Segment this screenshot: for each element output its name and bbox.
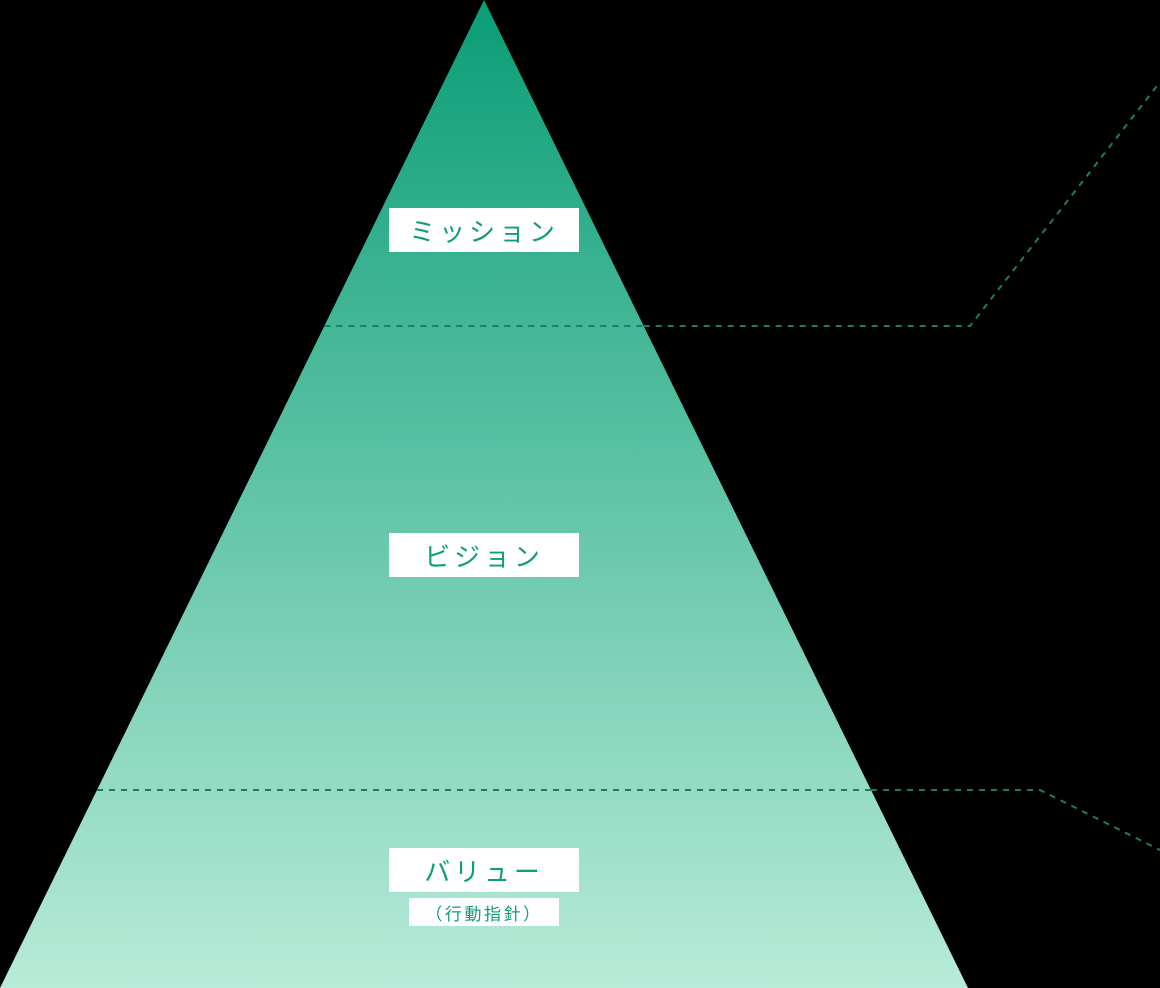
tier-label-value: バリュー xyxy=(389,848,579,892)
tier-sublabel-value: （行動指針） xyxy=(409,898,559,926)
callout-line-0 xyxy=(644,82,1160,326)
pyramid-diagram xyxy=(0,0,1160,988)
callout-line-1 xyxy=(871,790,1160,850)
tier-label-mission: ミッション xyxy=(389,208,579,252)
pyramid-shape xyxy=(0,0,968,988)
tier-label-vision: ビジョン xyxy=(389,533,579,577)
